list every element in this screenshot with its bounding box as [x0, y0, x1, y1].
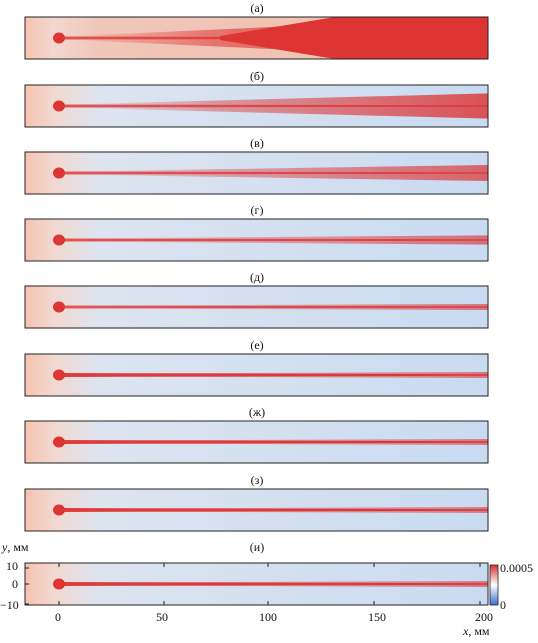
- x-tick-label: 200: [475, 610, 493, 624]
- jet-nozzle: [53, 301, 65, 313]
- x-tick-label: 100: [259, 610, 277, 624]
- field-panel: [24, 84, 489, 128]
- jet-nozzle: [53, 100, 65, 112]
- x-tick-label: 150: [368, 610, 386, 624]
- field-panel: [24, 420, 489, 464]
- x-tick-label: 50: [156, 610, 168, 624]
- colorbar-min-label: 0: [500, 598, 506, 612]
- field-panel: [24, 218, 489, 262]
- jet-core: [59, 238, 488, 242]
- panel-frame: [24, 488, 489, 532]
- field-panel: [24, 151, 489, 195]
- jet-core: [59, 305, 488, 309]
- x-tick-label: 0: [55, 610, 61, 624]
- colorbar-max-label: 0.0005: [500, 561, 533, 575]
- panel-label-e: (е): [250, 338, 264, 352]
- jet-core: [59, 171, 488, 175]
- panel-label-g: (г): [250, 203, 264, 217]
- panel-frame: [24, 420, 489, 464]
- jet-core: [59, 508, 488, 512]
- y-tick-label: 0: [12, 577, 18, 591]
- panel-label-d: (д): [249, 270, 265, 284]
- x-axis-title: x, мм: [463, 625, 490, 637]
- y-axis-unit: , мм: [7, 540, 29, 554]
- field-panel: [24, 562, 489, 606]
- y-axis-title: y, мм: [2, 541, 29, 553]
- panel-frame: [24, 353, 489, 397]
- panel-frame: [24, 151, 489, 195]
- panel-label-b: (б): [249, 69, 265, 83]
- field-panel: [24, 285, 489, 329]
- jet-core: [59, 104, 488, 108]
- panel-label-zh: (ж): [248, 405, 266, 419]
- y-tick-label: −10: [0, 598, 19, 612]
- jet-core: [59, 582, 488, 586]
- field-panel: [24, 16, 489, 60]
- panel-label-a: (а): [250, 1, 264, 15]
- jet-nozzle: [53, 436, 65, 448]
- panel-label-v: (в): [250, 136, 264, 150]
- y-tick-label: 10: [6, 559, 18, 573]
- x-axis-unit: , мм: [468, 624, 490, 638]
- panel-frame: [24, 84, 489, 128]
- saturated-region: [220, 17, 488, 59]
- jet-nozzle: [53, 32, 65, 44]
- jet-nozzle: [53, 504, 65, 516]
- panel-frame: [24, 218, 489, 262]
- jet-nozzle: [53, 369, 65, 381]
- jet-core: [59, 373, 488, 377]
- colorbar: [489, 564, 499, 606]
- jet-nozzle: [53, 167, 65, 179]
- jet-nozzle: [53, 578, 65, 590]
- field-panel: [24, 488, 489, 532]
- jet-nozzle: [53, 234, 65, 246]
- jet-core: [59, 440, 488, 444]
- y-axis-symbol: y: [2, 540, 8, 554]
- panel-label-i: (и): [249, 540, 265, 554]
- panel-frame: [24, 285, 489, 329]
- panel-label-z: (з): [250, 473, 264, 487]
- field-panel: [24, 353, 489, 397]
- x-axis-symbol: x: [463, 624, 469, 638]
- panel-frame: [24, 16, 489, 60]
